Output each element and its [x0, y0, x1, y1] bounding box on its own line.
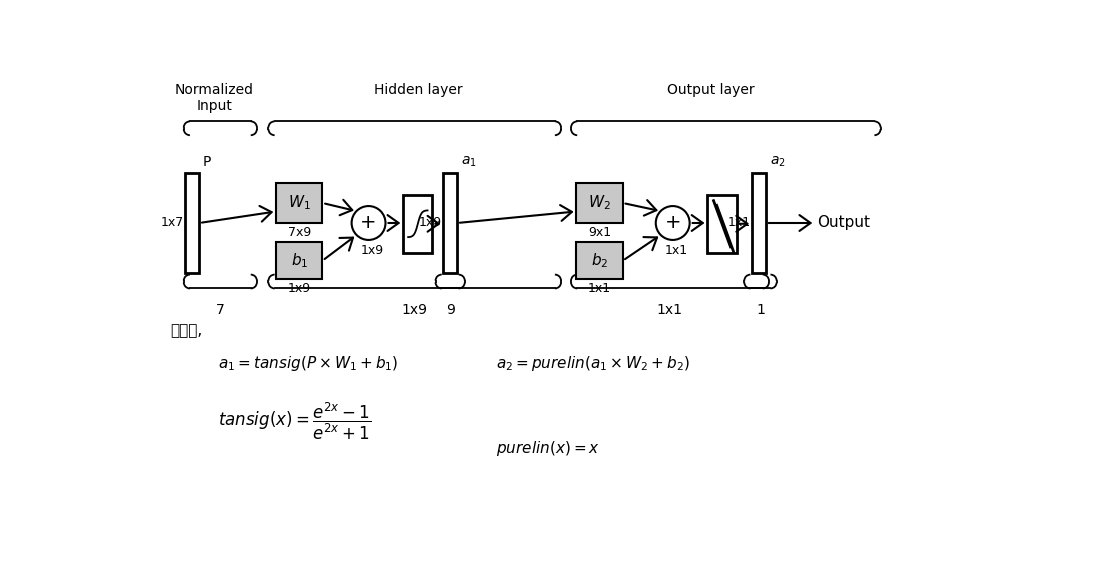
- Bar: [276, 242, 323, 279]
- Text: P: P: [203, 155, 212, 169]
- Text: Hidden layer: Hidden layer: [374, 83, 462, 97]
- Text: $a_1 = tansig(P \times W_1 + b_1)$: $a_1 = tansig(P \times W_1 + b_1)$: [218, 354, 399, 373]
- Text: 1x1: 1x1: [728, 217, 751, 229]
- Text: $purelin(x) = x$: $purelin(x) = x$: [496, 439, 600, 458]
- Bar: [276, 183, 323, 223]
- Text: 9x1: 9x1: [588, 226, 611, 239]
- Circle shape: [655, 206, 690, 240]
- Text: 1: 1: [756, 303, 765, 317]
- Bar: [404, 194, 433, 253]
- Text: 1x7: 1x7: [161, 217, 184, 229]
- Text: 7: 7: [215, 303, 224, 317]
- Bar: [752, 173, 766, 273]
- Text: +: +: [664, 213, 681, 232]
- Text: Output layer: Output layer: [668, 83, 755, 97]
- Circle shape: [352, 206, 386, 240]
- Text: $W_1$: $W_1$: [288, 194, 311, 212]
- Text: $tansig(x) = \dfrac{e^{2x}-1}{e^{2x}+1}$: $tansig(x) = \dfrac{e^{2x}-1}{e^{2x}+1}$: [218, 400, 372, 442]
- Bar: [185, 173, 200, 273]
- Text: $a_2$: $a_2$: [770, 155, 785, 169]
- Text: 9: 9: [446, 303, 455, 317]
- Text: 여기서,: 여기서,: [171, 323, 203, 338]
- Text: $a_2 = purelin(a_1 \times W_2 + b_2)$: $a_2 = purelin(a_1 \times W_2 + b_2)$: [496, 354, 690, 373]
- Text: $a_1$: $a_1$: [461, 155, 477, 169]
- Text: 1x9: 1x9: [287, 282, 311, 295]
- Bar: [708, 194, 736, 253]
- Text: 7x9: 7x9: [287, 226, 311, 239]
- Text: +: +: [360, 213, 377, 232]
- Text: 1x1: 1x1: [665, 244, 688, 257]
- Text: $b_1$: $b_1$: [291, 251, 308, 270]
- Text: Normalized
Input: Normalized Input: [175, 83, 254, 113]
- Text: 1x9: 1x9: [360, 244, 384, 257]
- Text: $b_2$: $b_2$: [591, 251, 608, 270]
- Bar: [444, 173, 457, 273]
- Text: $W_2$: $W_2$: [588, 194, 611, 212]
- Bar: [577, 183, 622, 223]
- Text: 1x1: 1x1: [588, 282, 611, 295]
- Bar: [577, 242, 622, 279]
- Text: 1x1: 1x1: [657, 303, 683, 317]
- Text: Output: Output: [817, 216, 871, 231]
- Text: 1x9: 1x9: [401, 303, 428, 317]
- Text: 1x9: 1x9: [418, 217, 441, 229]
